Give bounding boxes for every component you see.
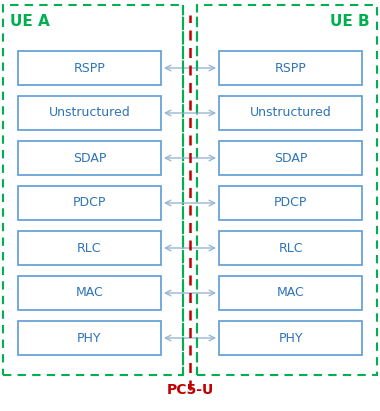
Text: PDCP: PDCP: [73, 196, 106, 210]
Bar: [219, 141, 362, 175]
Text: PDCP: PDCP: [274, 196, 307, 210]
Bar: [197, 5, 377, 375]
Bar: [18, 321, 161, 355]
Text: RSPP: RSPP: [74, 62, 105, 74]
Text: RLC: RLC: [278, 242, 303, 254]
Text: PC5-U: PC5-U: [166, 383, 214, 397]
Bar: [3, 5, 183, 375]
Text: PHY: PHY: [278, 332, 303, 344]
Bar: [18, 231, 161, 265]
Text: RLC: RLC: [77, 242, 102, 254]
Bar: [18, 186, 161, 220]
Bar: [219, 186, 362, 220]
Text: UE A: UE A: [10, 14, 50, 29]
Text: SDAP: SDAP: [274, 152, 307, 164]
Bar: [18, 51, 161, 85]
Text: Unstructured: Unstructured: [250, 106, 331, 120]
Text: UE B: UE B: [330, 14, 370, 29]
Text: PHY: PHY: [77, 332, 102, 344]
Text: RSPP: RSPP: [275, 62, 306, 74]
Bar: [219, 51, 362, 85]
Bar: [219, 96, 362, 130]
Text: MAC: MAC: [277, 286, 304, 300]
Bar: [219, 276, 362, 310]
Text: MAC: MAC: [76, 286, 103, 300]
Text: SDAP: SDAP: [73, 152, 106, 164]
Bar: [18, 141, 161, 175]
Bar: [219, 321, 362, 355]
Bar: [219, 231, 362, 265]
Bar: [18, 276, 161, 310]
Text: Unstructured: Unstructured: [49, 106, 130, 120]
Bar: [18, 96, 161, 130]
